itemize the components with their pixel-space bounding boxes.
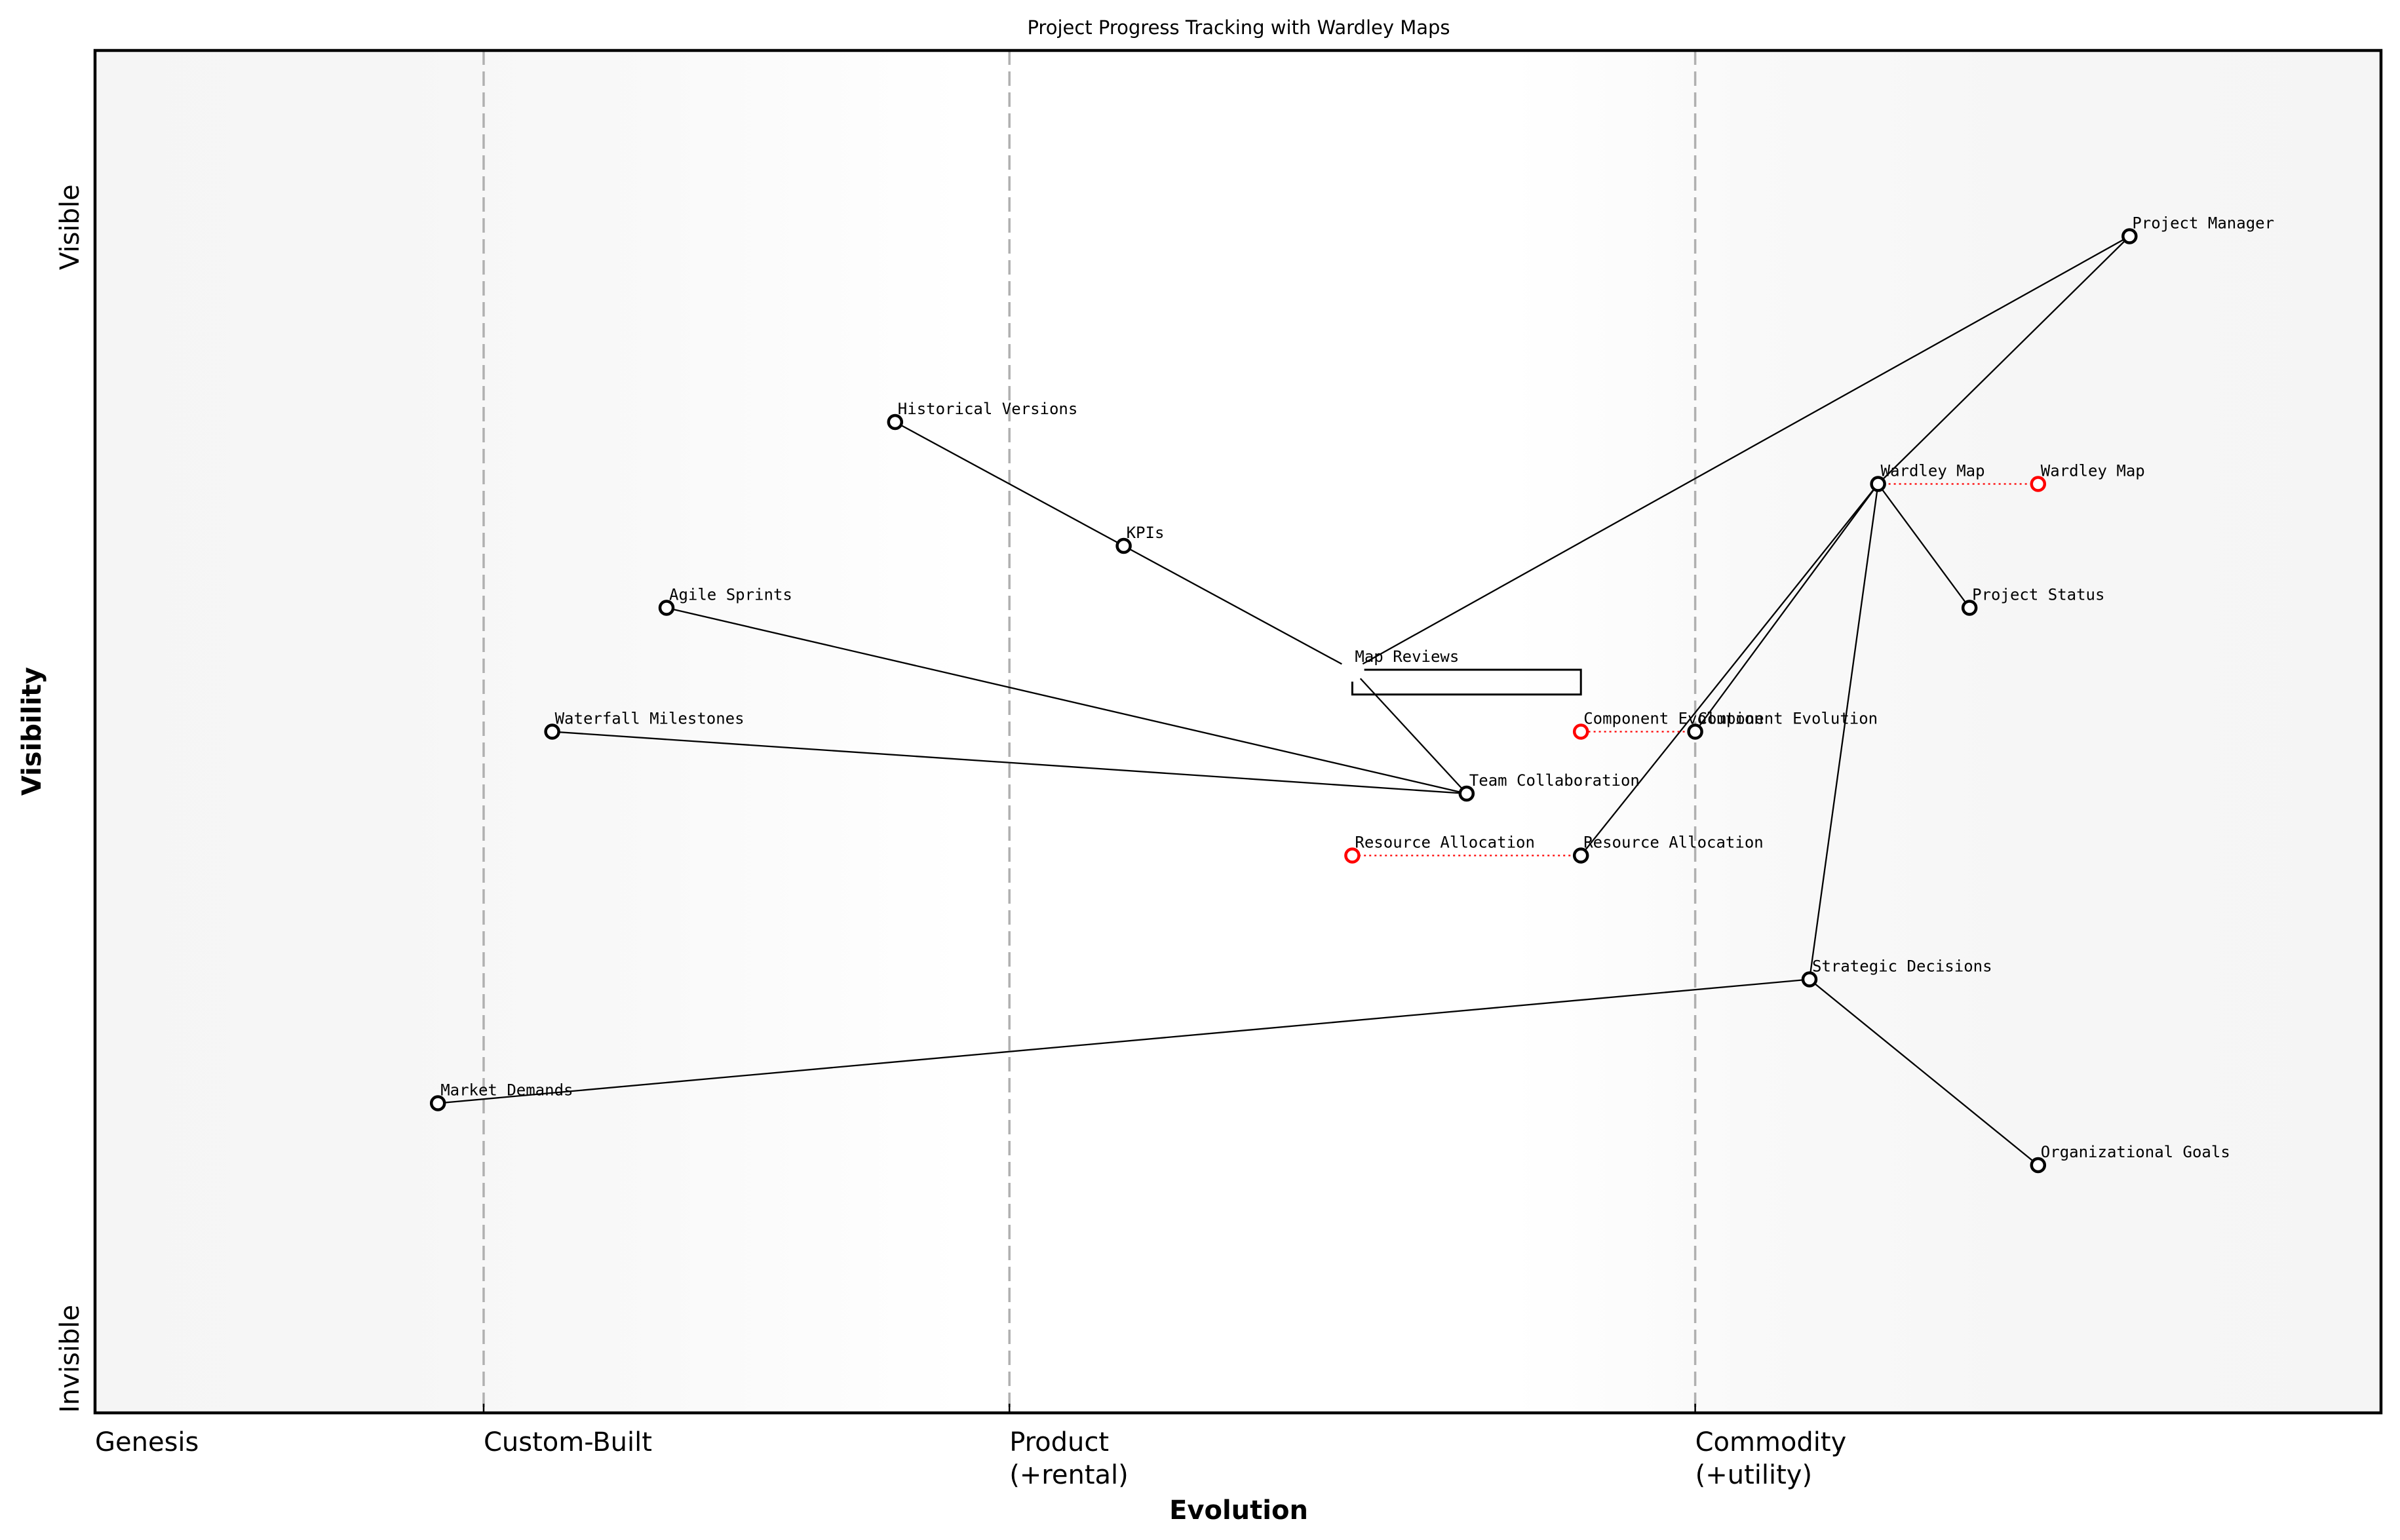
component-label-wm: Wardley Map: [1881, 462, 1985, 480]
x-tick-label-line2: (+utility): [1695, 1460, 1812, 1490]
component-label-pm: Project Manager: [2132, 214, 2274, 233]
x-tick-label: Product: [1009, 1427, 1109, 1457]
x-axis-label: Evolution: [1169, 1495, 1308, 1526]
link-wm-sd: [1808, 484, 1879, 980]
evolved-component-marker[interactable]: [2030, 476, 2047, 492]
link-wm-ra: [1580, 483, 1879, 857]
y-axis-bottom-label: Invisible: [55, 1305, 85, 1413]
y-axis-label: Visibility: [17, 667, 47, 796]
link-wm-ps: [1877, 483, 1971, 609]
link-wf-tc: [552, 731, 1467, 795]
x-tick-label: Commodity: [1695, 1427, 1847, 1457]
evolved-component-label: Wardley Map: [2041, 462, 2145, 480]
component-marker-ps[interactable]: [1961, 600, 1978, 616]
link-sd-md: [438, 978, 1810, 1104]
components: [429, 228, 2138, 1174]
pipelines: [1351, 668, 1582, 696]
component-label-ra: Resource Allocation: [1583, 834, 1764, 852]
plot-frame: [93, 48, 2383, 1415]
component-label-ce: Component Evolution: [1698, 710, 1878, 728]
component-label-mr: Map Reviews: [1355, 647, 1459, 666]
component-label-as: Agile Sprints: [669, 586, 792, 604]
link-as-tc: [666, 607, 1467, 795]
evolved-component-marker[interactable]: [1344, 847, 1361, 864]
link-wm-ce: [1694, 483, 1879, 733]
component-marker-ce[interactable]: [1687, 723, 1703, 740]
component-marker-as[interactable]: [658, 600, 675, 616]
evolved-component-marker[interactable]: [1572, 723, 1589, 740]
chart-title: Project Progress Tracking with Wardley M…: [1027, 16, 1450, 39]
component-label-md: Market Demands: [440, 1081, 573, 1100]
component-label-sd: Strategic Decisions: [1812, 957, 1992, 976]
component-labels: Wardley Map Component Evolution Resource A…: [440, 214, 2274, 1162]
component-marker-pm[interactable]: [2121, 228, 2138, 244]
link-kpi-mr: [1123, 545, 1353, 671]
evolved-component-label: Component Evolution: [1583, 710, 1764, 728]
link-sd-og: [1809, 978, 2039, 1166]
link-hv-kpi: [895, 421, 1125, 547]
component-marker-tc[interactable]: [1458, 785, 1475, 802]
pipeline-box: [1351, 668, 1582, 696]
component-label-ps: Project Status: [1972, 586, 2104, 604]
component-label-kpi: KPIs: [1127, 524, 1165, 542]
component-marker-sd[interactable]: [1801, 971, 1818, 988]
link-mr-tc: [1351, 669, 1467, 794]
component-links: [438, 235, 2131, 1166]
link-pm-mr: [1351, 235, 2130, 671]
component-marker-ra[interactable]: [1572, 847, 1589, 864]
link-pm-wm: [1877, 235, 2131, 485]
x-tick-label: Genesis: [95, 1427, 199, 1457]
y-axis-top-label: Visible: [55, 184, 85, 270]
component-label-hv: Historical Versions: [898, 400, 1078, 418]
x-axis-ticks: Genesis Custom-Built Product(+rental) Commo…: [95, 1404, 1846, 1490]
component-label-og: Organizational Goals: [2041, 1143, 2230, 1161]
component-marker-hv[interactable]: [887, 414, 904, 431]
evolution-arrows: [1352, 483, 2038, 857]
x-tick-label: Custom-Built: [484, 1427, 652, 1457]
component-marker-og[interactable]: [2030, 1157, 2047, 1174]
component-label-wf: Waterfall Milestones: [555, 710, 745, 728]
component-marker-md[interactable]: [429, 1095, 446, 1111]
component-marker-mr[interactable]: [1340, 657, 1365, 682]
plot-background: [95, 50, 2381, 1413]
x-tick-label-line2: (+rental): [1009, 1460, 1129, 1490]
evolved-component-label: Resource Allocation: [1355, 834, 1535, 852]
component-marker-kpi[interactable]: [1115, 537, 1132, 554]
component-marker-wf[interactable]: [544, 723, 560, 740]
component-label-tc: Team Collaboration: [1469, 771, 1640, 790]
component-marker-wm[interactable]: [1870, 476, 1886, 492]
